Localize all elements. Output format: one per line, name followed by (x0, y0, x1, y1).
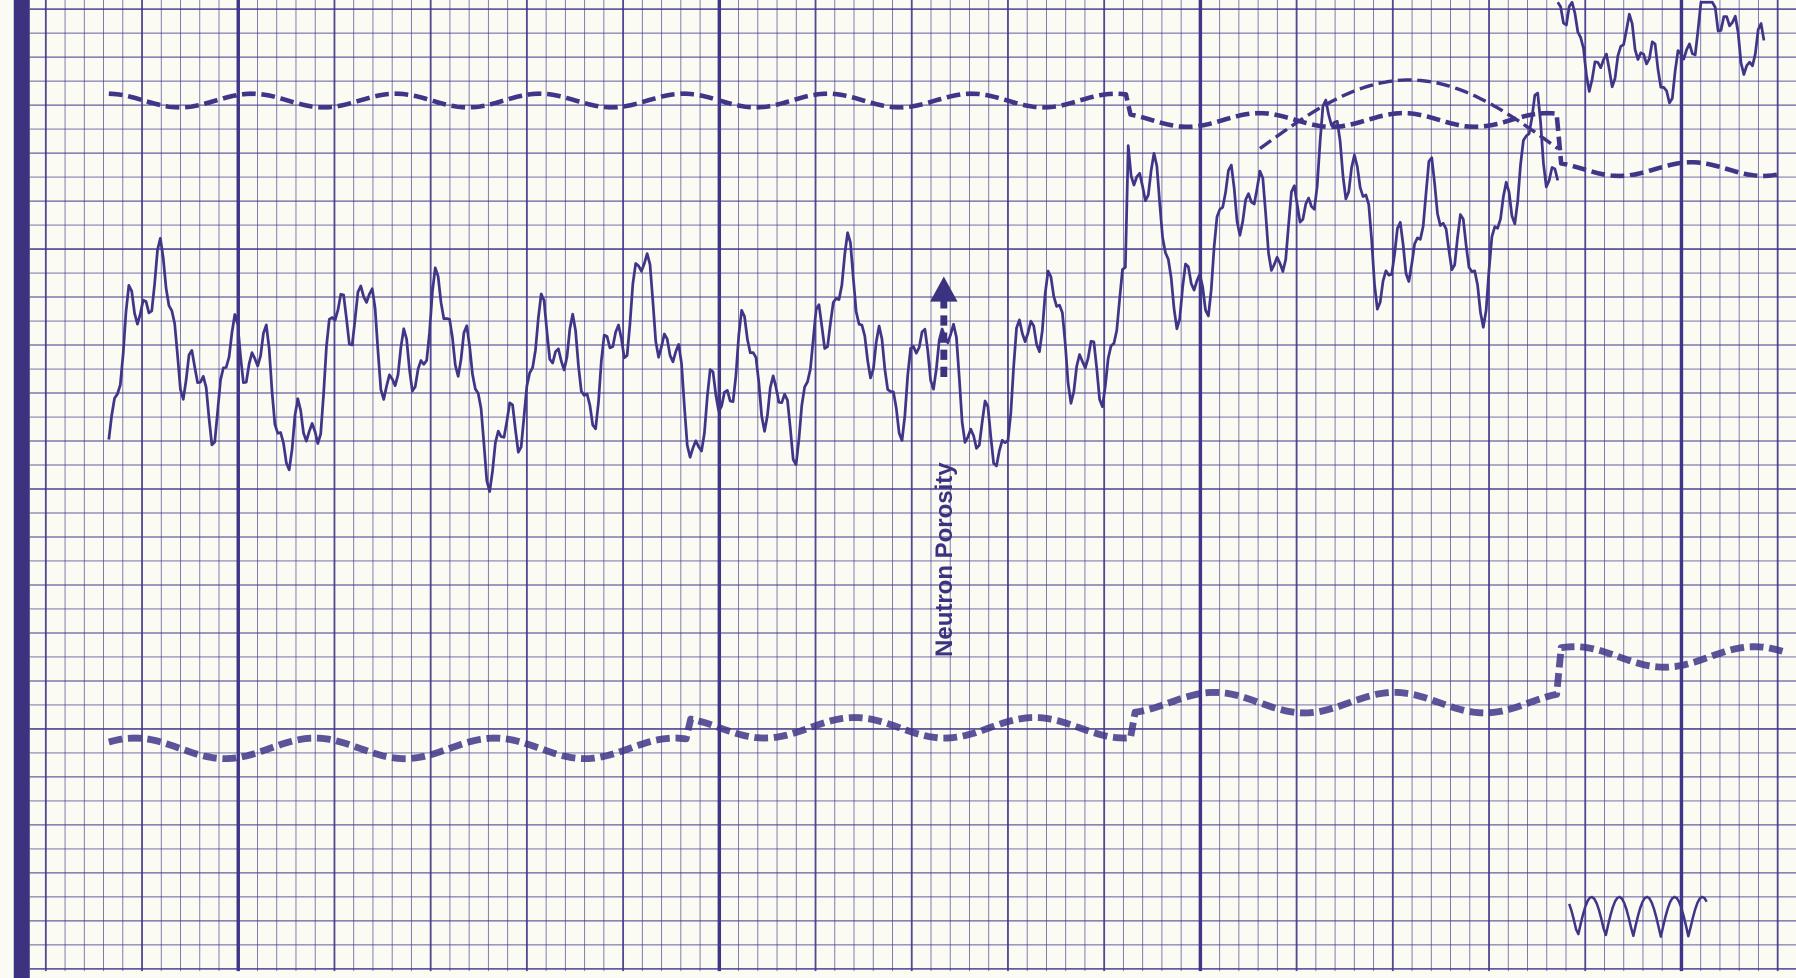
log-curve (1568, 895, 1708, 938)
annotation: Neutron Porosity (930, 276, 958, 657)
log-curve (107, 91, 1560, 493)
grid (29, 0, 1796, 972)
annotation-label: Neutron Porosity (931, 462, 958, 657)
dashed-curve (107, 643, 1787, 763)
log-curve (1556, 0, 1766, 105)
dashed-curve (108, 91, 1782, 179)
arrow-head (930, 276, 958, 302)
dashed-curve (1258, 78, 1559, 150)
curves (107, 0, 1787, 938)
left-border (13, 0, 30, 978)
